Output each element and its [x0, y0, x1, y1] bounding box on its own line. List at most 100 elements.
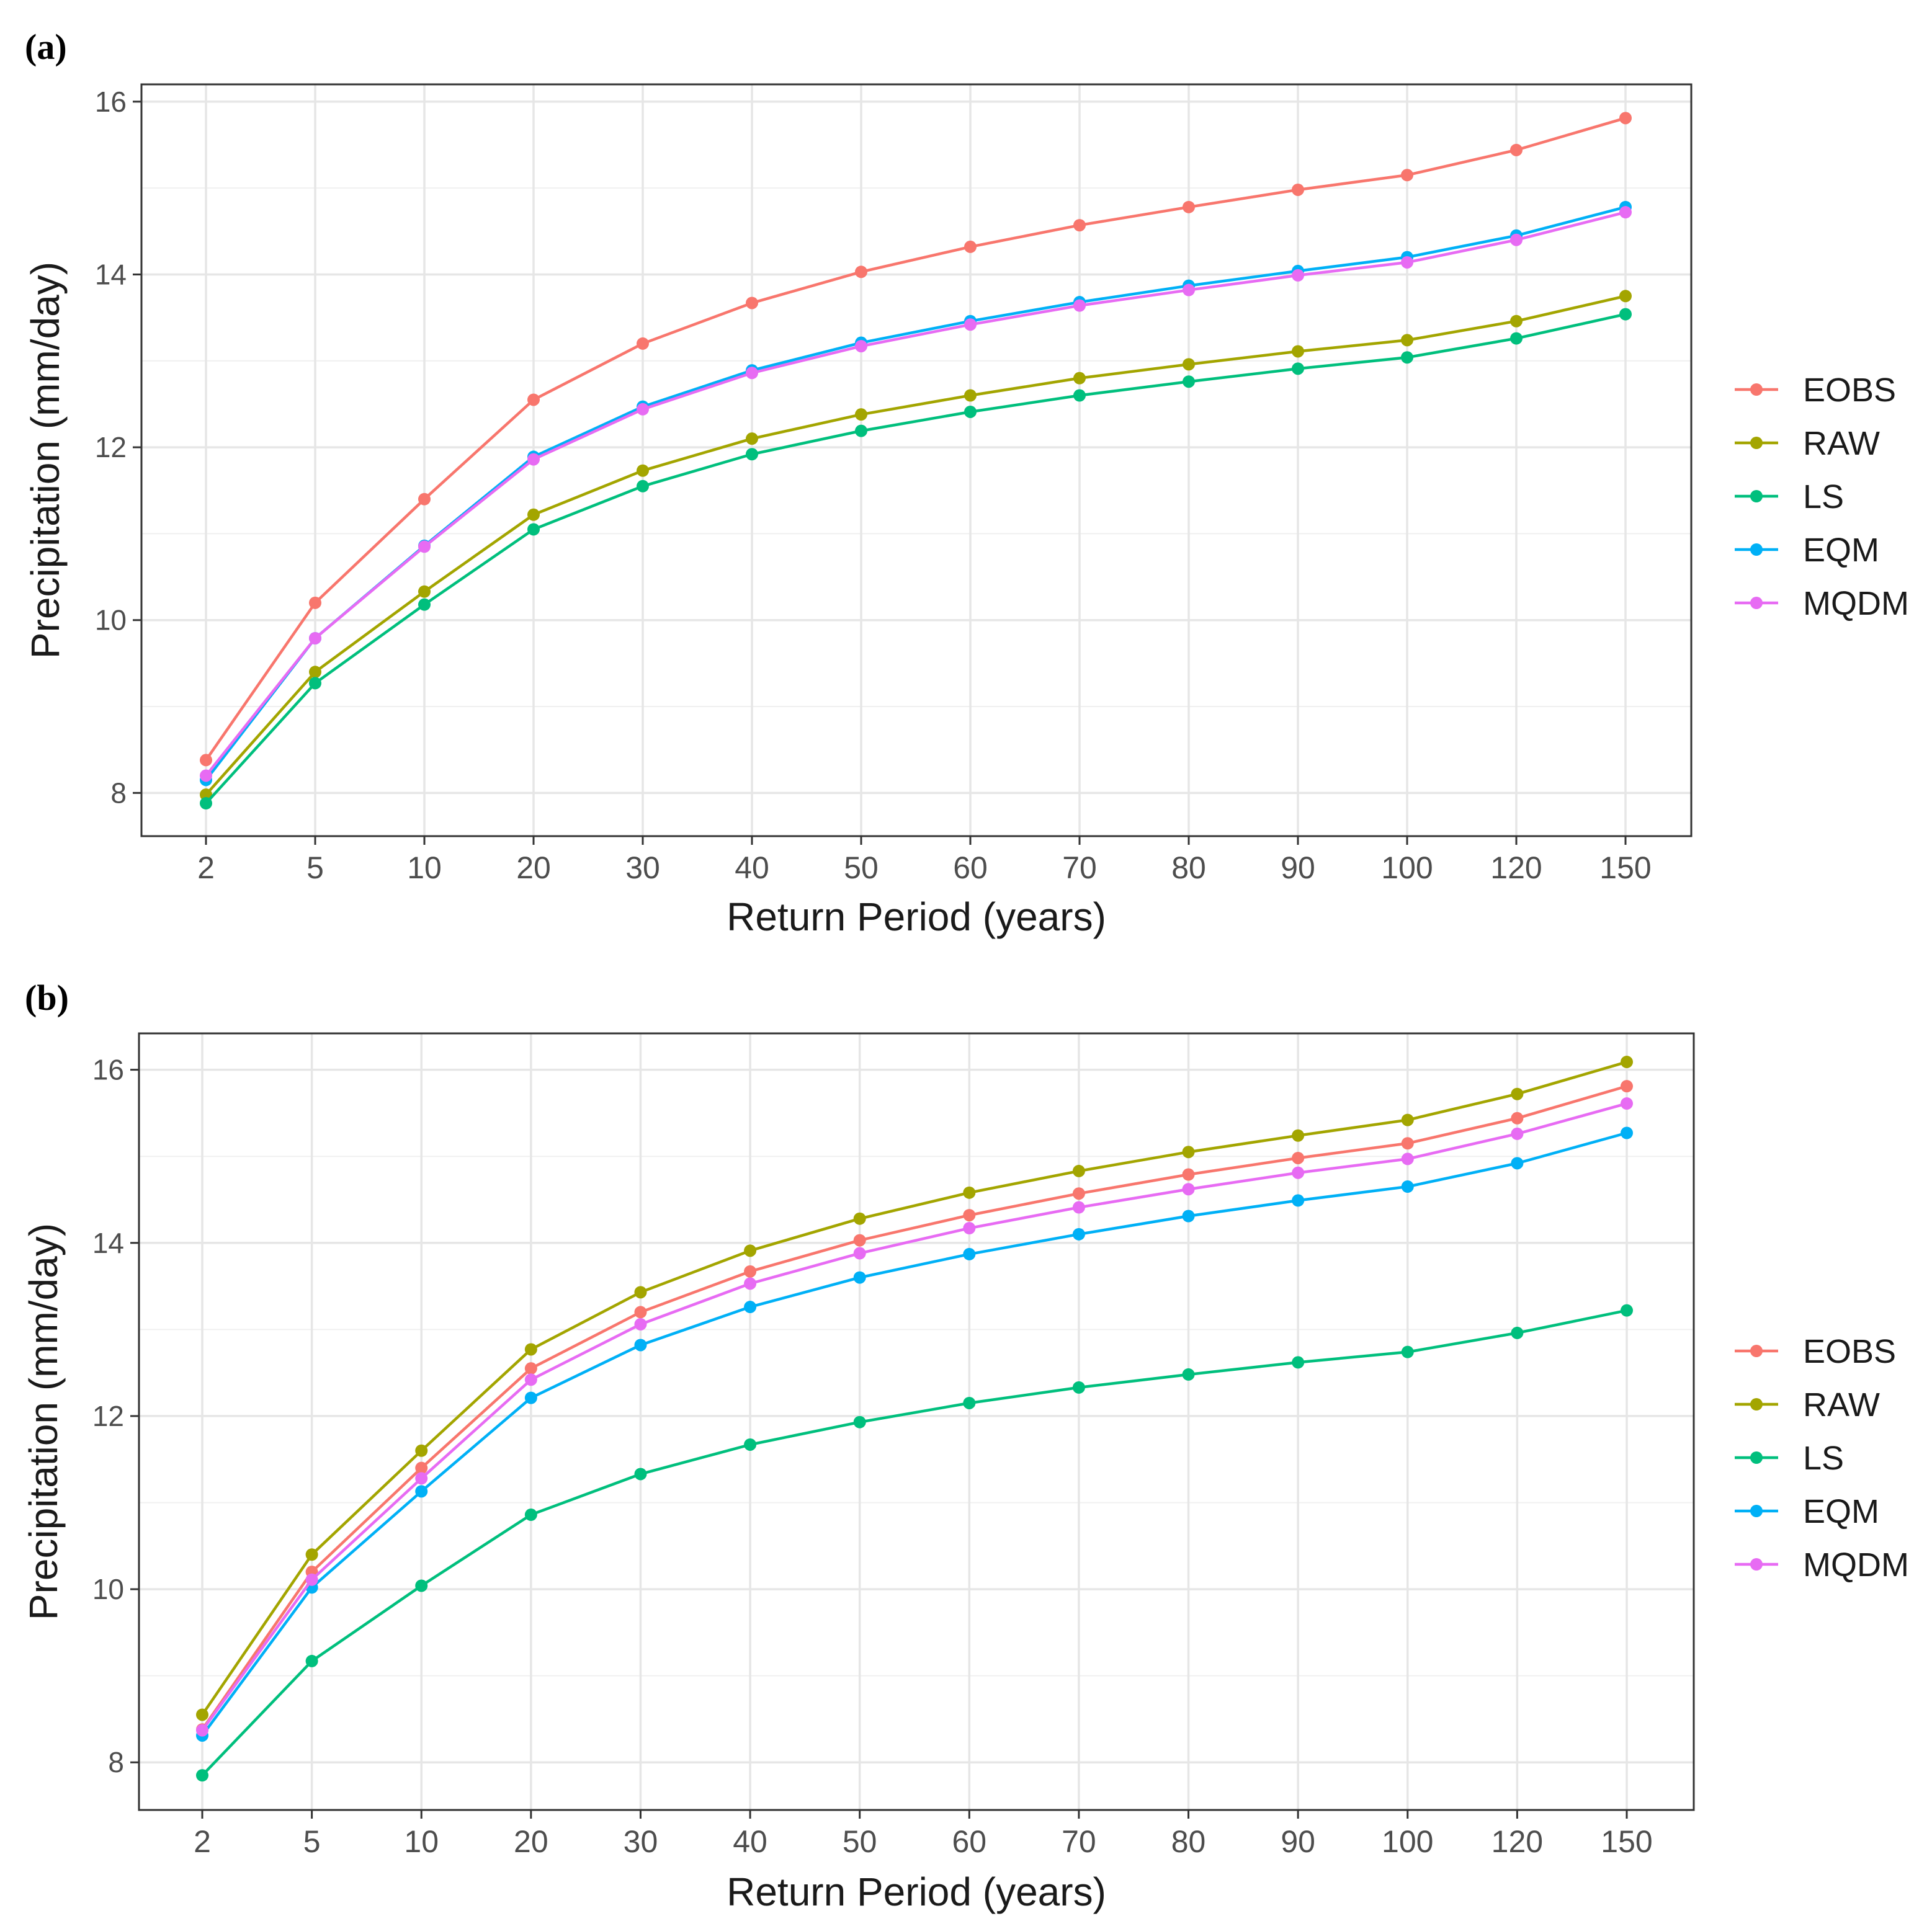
- legend-key-point: [1750, 1505, 1763, 1517]
- x-tick-label: 30: [624, 1824, 658, 1859]
- data-point-ls: [1619, 308, 1632, 321]
- x-axis-title: Return Period (years): [727, 1870, 1106, 1914]
- x-tick-label: 100: [1382, 1824, 1433, 1859]
- data-point-eobs: [1619, 112, 1632, 125]
- data-point-mqdm: [305, 1573, 318, 1586]
- legend-key-point: [1750, 490, 1763, 502]
- series-raw: [196, 1056, 1633, 1721]
- x-tick-label: 20: [514, 1824, 548, 1859]
- data-point-mqdm: [1182, 1183, 1195, 1196]
- data-point-ls: [1621, 1304, 1633, 1317]
- data-point-eqm: [415, 1485, 428, 1498]
- legend-item-mqdm: MQDM: [1735, 585, 1909, 622]
- y-tick-label: 10: [95, 604, 127, 636]
- data-point-raw: [1401, 334, 1413, 347]
- legend-key-point: [1750, 1345, 1763, 1357]
- data-point-eqm: [1292, 1194, 1305, 1207]
- data-point-raw: [1183, 358, 1195, 371]
- x-tick-label: 90: [1281, 850, 1315, 885]
- x-tick-label: 10: [407, 850, 442, 885]
- legend-label: EOBS: [1803, 372, 1896, 409]
- data-point-mqdm: [1292, 269, 1304, 282]
- series-eqm: [196, 1126, 1633, 1742]
- y-tick-label: 12: [95, 431, 127, 463]
- data-point-eobs: [855, 265, 867, 279]
- plot-background: [141, 84, 1691, 836]
- data-point-raw: [963, 1186, 976, 1199]
- data-point-ls: [964, 405, 977, 418]
- data-point-ls: [1401, 1345, 1414, 1358]
- x-tick-label: 5: [306, 850, 324, 885]
- x-tick-label: 60: [953, 850, 988, 885]
- data-point-mqdm: [1073, 299, 1086, 312]
- data-point-eobs: [1511, 1112, 1524, 1125]
- data-point-ls: [1072, 1381, 1085, 1394]
- legend-label: RAW: [1803, 1386, 1880, 1424]
- data-point-eobs: [1183, 200, 1195, 213]
- data-point-mqdm: [1619, 206, 1632, 219]
- data-point-raw: [637, 464, 649, 477]
- data-point-mqdm: [744, 1277, 757, 1290]
- gridlines: [139, 1033, 1694, 1810]
- data-point-mqdm: [1401, 256, 1413, 269]
- data-point-raw: [1292, 345, 1304, 358]
- data-point-eqm: [744, 1301, 757, 1314]
- data-point-ls: [1292, 362, 1304, 375]
- data-point-raw: [305, 1548, 318, 1561]
- y-tick-label: 14: [92, 1227, 124, 1259]
- legend-item-eqm: EQM: [1735, 532, 1879, 569]
- data-point-ls: [1183, 375, 1195, 388]
- data-point-mqdm: [853, 1247, 866, 1260]
- data-point-raw: [853, 1212, 866, 1225]
- data-point-eobs: [1401, 169, 1413, 182]
- data-point-mqdm: [1401, 1152, 1414, 1166]
- data-point-eobs: [1182, 1168, 1195, 1181]
- legend-key-point: [1750, 1398, 1763, 1411]
- x-tick-label: 70: [1062, 850, 1097, 885]
- legend-label: EOBS: [1803, 1333, 1896, 1370]
- y-tick-label: 16: [92, 1054, 124, 1086]
- data-point-raw: [1072, 1164, 1085, 1177]
- data-point-raw: [1511, 1087, 1524, 1100]
- data-point-eobs: [746, 296, 758, 310]
- data-point-eobs: [963, 1209, 976, 1222]
- data-point-raw: [1619, 290, 1632, 303]
- data-point-eobs: [200, 754, 212, 767]
- panel-label: (b): [25, 978, 69, 1018]
- legend-label: RAW: [1803, 425, 1880, 462]
- data-point-raw: [1292, 1129, 1305, 1142]
- x-tick-label: 30: [625, 850, 660, 885]
- y-axis-title: Precipitation (mm/day): [23, 262, 68, 659]
- chart-panel-a: (a) 8 10 12 14 16 2 5 10 20 30 40 50 60 70 80 90 100 120 15…: [23, 27, 1909, 939]
- data-point-eqm: [1182, 1210, 1195, 1223]
- data-point-ls: [1292, 1356, 1305, 1369]
- x-tick-label: 70: [1062, 1824, 1096, 1859]
- series-line-eobs: [201, 1084, 1627, 1731]
- data-point-eqm: [853, 1271, 866, 1284]
- y-tick-label: 10: [92, 1573, 124, 1605]
- data-point-ls: [637, 479, 649, 493]
- x-tick-label: 120: [1490, 850, 1542, 885]
- data-point-ls: [855, 424, 867, 437]
- data-point-eobs: [415, 1461, 428, 1474]
- data-point-mqdm: [964, 318, 977, 331]
- data-point-ls: [1510, 332, 1523, 345]
- data-point-eqm: [1621, 1126, 1633, 1139]
- data-point-eobs: [637, 337, 649, 350]
- data-point-mqdm: [196, 1724, 208, 1737]
- data-point-raw: [746, 432, 758, 445]
- data-point-ls: [524, 1509, 537, 1522]
- data-point-mqdm: [1511, 1127, 1524, 1140]
- data-point-raw: [524, 1343, 537, 1356]
- x-tick-label: 5: [303, 1824, 321, 1859]
- legend-key-point: [1750, 383, 1763, 396]
- series-mqdm: [196, 1097, 1633, 1737]
- data-point-raw: [196, 1708, 208, 1721]
- data-point-mqdm: [415, 1472, 428, 1485]
- data-point-ls: [744, 1438, 757, 1451]
- series-eobs: [196, 1080, 1633, 1736]
- data-point-ls: [746, 448, 758, 461]
- data-point-eobs: [1072, 1187, 1085, 1200]
- x-tick-label: 50: [844, 850, 879, 885]
- series-line-raw: [201, 1060, 1627, 1716]
